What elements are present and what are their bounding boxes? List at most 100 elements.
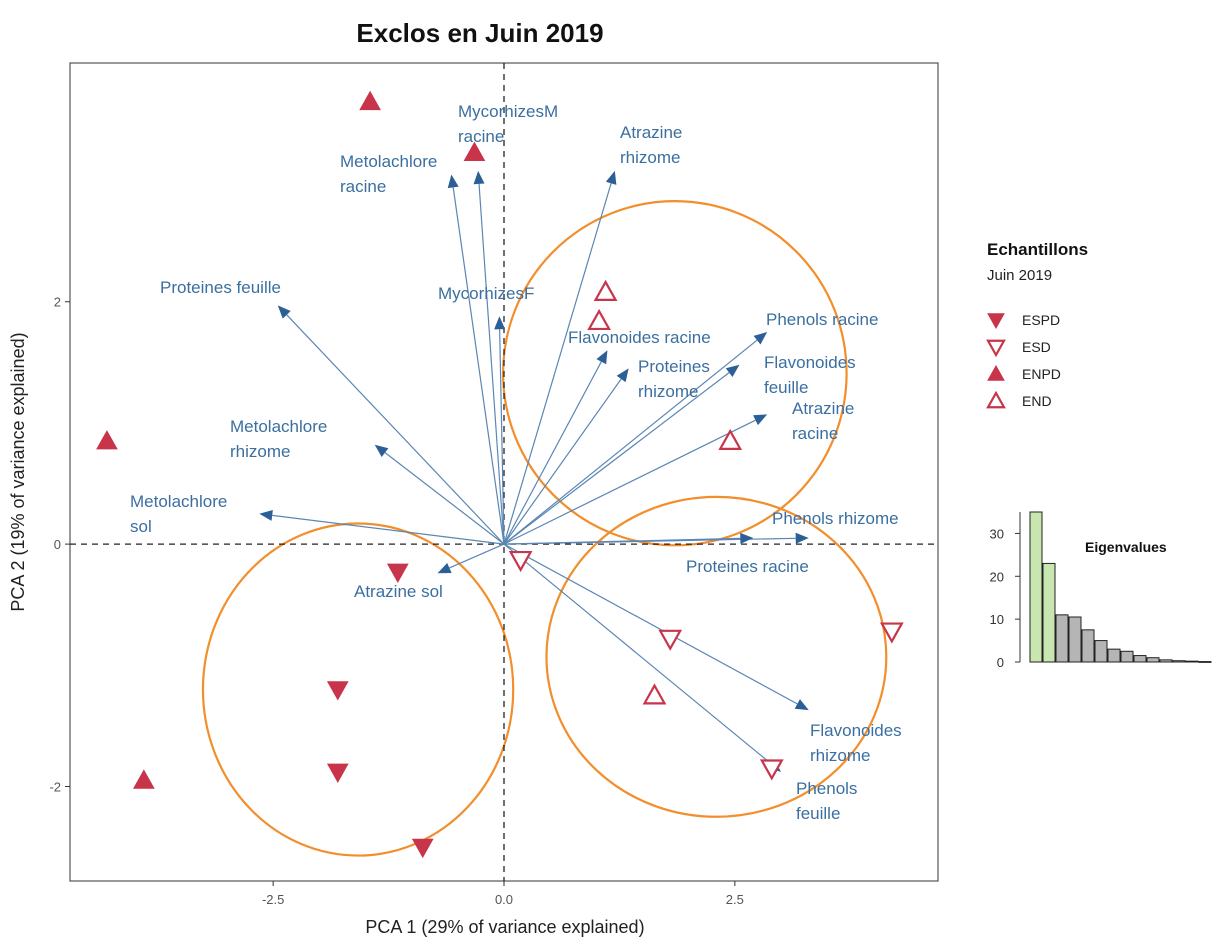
eigenvalues-inset: Eigenvalues 0 10 20 30 <box>990 511 1212 670</box>
legend-label: ESPD <box>1022 312 1060 328</box>
loading-arrow-head <box>616 368 629 383</box>
eigenvalue-bar <box>1094 640 1108 663</box>
sample-point-end <box>718 428 743 450</box>
y-tick-label: -2 <box>49 779 61 794</box>
loading-arrow-line <box>384 452 505 545</box>
loading-arrow-line <box>503 543 798 705</box>
loading-arrow-head <box>740 532 754 544</box>
x-tick-label: 2.5 <box>726 892 744 907</box>
eigenvalue-bar <box>1055 614 1069 663</box>
x-tick-label: -2.5 <box>262 892 284 907</box>
eigen-y-tick-label: 20 <box>990 569 1004 584</box>
group-ellipse-1 <box>201 522 515 857</box>
eigen-y-tick-label: 10 <box>990 612 1004 627</box>
loading-arrow-head <box>447 174 459 189</box>
loading-arrow-label: Proteines racine <box>686 557 809 576</box>
sample-point-esd <box>879 622 904 644</box>
legend-key-enpd <box>987 364 1005 381</box>
sample-point-end <box>587 308 611 331</box>
loading-arrow-label: Atrazine rhizome <box>620 123 682 167</box>
loading-arrow-head <box>725 364 740 378</box>
eigen-y-tick-label: 30 <box>990 526 1004 541</box>
loading-arrow-head <box>605 170 617 185</box>
eigenvalue-bar <box>1146 657 1160 663</box>
loading-arrow-label: Metolachlore rhizome <box>230 417 327 461</box>
sample-point-enpd <box>96 430 118 450</box>
eigenvalue-bar <box>1198 661 1212 663</box>
sample-point-end <box>642 683 667 705</box>
loading-arrow-line <box>503 378 622 545</box>
loading-arrow-label: MycorhizesF <box>438 284 534 303</box>
sample-point-end <box>593 279 618 301</box>
loading-arrow-head <box>794 699 809 711</box>
loading-arrow-line <box>503 372 730 545</box>
loading-arrow-label: Atrazine sol <box>354 582 443 601</box>
legend-label: END <box>1022 393 1052 409</box>
loading-arrow-label: Metolachlore racine <box>340 152 437 196</box>
loading-arrow-label: Flavonoides rhizome <box>810 721 902 765</box>
loading-arrow-head <box>374 444 389 458</box>
loading-arrow-line <box>478 183 505 545</box>
sample-point-enpd <box>359 90 381 111</box>
reference-lines <box>70 63 938 881</box>
loading-arrow-label: Proteines rhizome <box>638 357 710 401</box>
sample-point-espd <box>411 838 434 859</box>
sample-point-esd <box>658 629 683 651</box>
loading-arrow-line <box>452 187 505 545</box>
sample-point-esd <box>759 759 784 781</box>
sample-point-espd <box>326 681 349 701</box>
eigenvalue-bar <box>1172 660 1186 663</box>
y-axis-title: PCA 2 (19% of variance explained) <box>8 332 28 611</box>
loading-arrow-line <box>503 543 772 765</box>
legend-label: ENPD <box>1022 366 1061 382</box>
loading-arrow-head <box>753 332 768 345</box>
eigenvalue-bar <box>1133 655 1147 663</box>
loading-arrow-label: Flavonoides feuille <box>764 353 856 397</box>
loading-arrow-line <box>503 183 612 545</box>
loading-arrow-label: Flavonoides racine <box>568 328 711 347</box>
sample-point-espd <box>326 763 349 783</box>
group-ellipse-2 <box>501 200 848 547</box>
loading-arrow-head <box>753 414 768 426</box>
loading-arrow-line <box>286 314 505 545</box>
sample-point-enpd <box>463 141 486 161</box>
y-tick-label: 0 <box>54 537 61 552</box>
legend-key-esd <box>986 339 1006 358</box>
sample-point-esd <box>508 550 533 573</box>
sample-point-enpd <box>133 769 155 789</box>
loading-arrows: MycorhizesM racine Metolachlore racine Atraz… <box>130 102 902 823</box>
loading-arrow-head <box>494 316 506 330</box>
y-tick-label: 2 <box>54 295 61 310</box>
legend-label: ESD <box>1022 339 1051 355</box>
loading-arrow-label: Atrazine racine <box>792 399 854 443</box>
legend-key-end <box>986 390 1006 409</box>
loading-arrow-line <box>503 537 741 545</box>
eigenvalue-bar <box>1029 511 1043 663</box>
loading-arrow-head <box>277 305 291 319</box>
eigenvalue-bar <box>1120 650 1134 663</box>
x-tick-label: 0.0 <box>495 892 513 907</box>
group-ellipses <box>201 200 888 857</box>
loading-arrow-line <box>499 329 505 545</box>
eigenvalue-bar <box>1159 659 1173 663</box>
loading-arrow-head <box>795 532 809 544</box>
loading-arrow-line <box>503 419 756 545</box>
sample-points <box>96 90 904 859</box>
eigenvalue-bar <box>1068 616 1082 663</box>
loading-arrow-label: Phenols feuille <box>796 779 857 823</box>
eigenvalues-title: Eigenvalues <box>1085 539 1167 555</box>
loading-arrow-label: Proteines feuille <box>160 278 281 297</box>
eigenvalue-bar <box>1042 562 1056 663</box>
axis-ticks: -2.5 0.0 2.5 -2 0 2 <box>49 295 743 907</box>
loading-arrow-label: Metolachlore sol <box>130 492 227 536</box>
eigenvalue-bar <box>1185 660 1199 663</box>
legend-title: Echantillons <box>987 240 1088 259</box>
eigenvalue-bar <box>1081 629 1095 663</box>
loading-arrow-line <box>272 514 505 545</box>
sample-point-espd <box>386 563 409 583</box>
loading-arrow-head <box>259 509 273 521</box>
loading-arrow-label: Phenols rhizome <box>772 509 899 528</box>
loading-arrow-head <box>437 562 452 574</box>
loading-arrow-line <box>503 361 602 545</box>
loading-arrow-label: Phenols racine <box>766 310 878 329</box>
